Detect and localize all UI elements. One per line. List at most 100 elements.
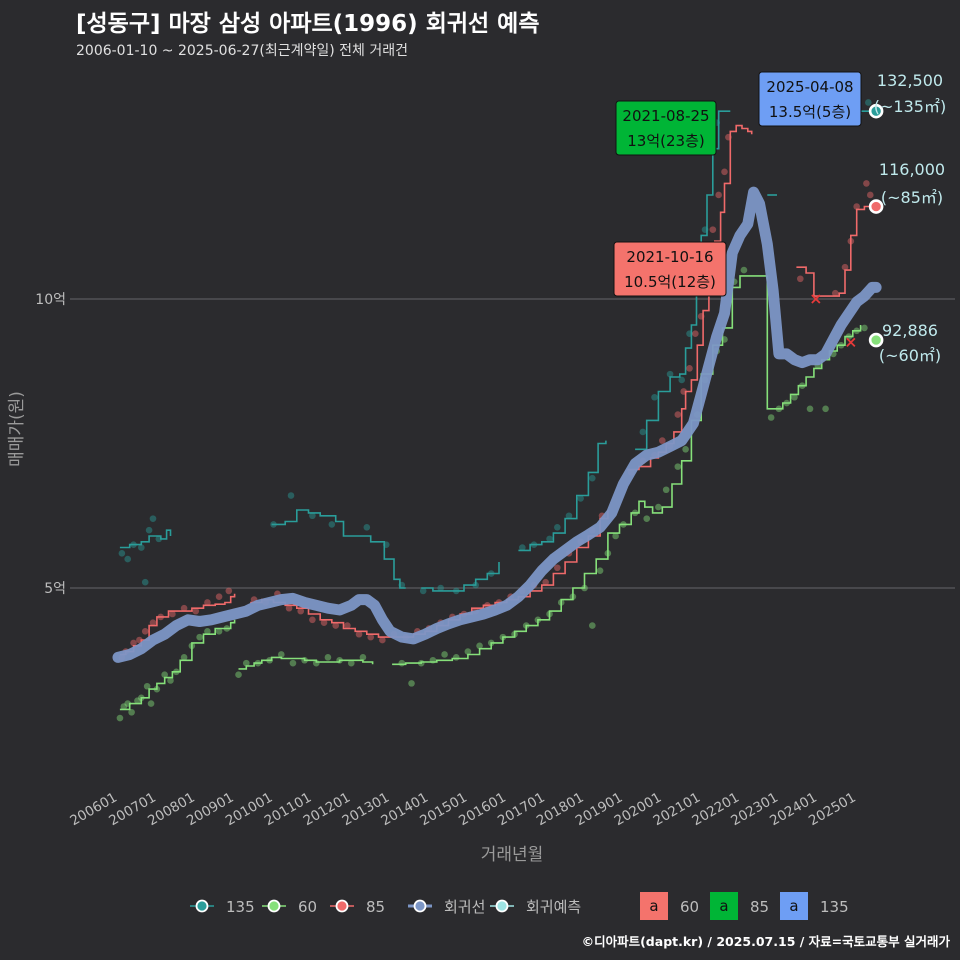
- scatter-point-s60: [235, 671, 242, 678]
- scatter-point-s60: [767, 414, 775, 421]
- scatter-point-s85: [344, 622, 351, 629]
- scatter-point-s60: [476, 642, 483, 650]
- scatter-point-s135: [686, 330, 693, 337]
- end-label-value: 92,886: [882, 321, 938, 340]
- scatter-point-s135: [419, 587, 427, 595]
- scatter-point-s60: [161, 671, 168, 678]
- scatter-point-s85: [320, 619, 328, 626]
- scatter-point-s85: [204, 599, 211, 606]
- scatter-point-s135: [287, 492, 295, 499]
- scatter-point-s135: [141, 578, 149, 586]
- legend-label: 85: [366, 898, 385, 916]
- legend-item-회귀예측: 회귀예측: [490, 898, 581, 916]
- scatter-point-s135: [363, 524, 371, 531]
- series-line-60: [119, 619, 236, 711]
- annotation-box-135: [758, 71, 862, 127]
- scatter-point-s60: [143, 682, 151, 690]
- scatter-point-s135: [639, 428, 647, 436]
- scatter-point-s60: [196, 633, 203, 641]
- legend: 135 60 85 회귀선 회귀예측 a 60 a 85 a 135: [190, 892, 849, 920]
- scatter-point-s135: [382, 541, 390, 548]
- scatter-point-s135: [546, 535, 553, 543]
- legend-fill-label: 60: [680, 898, 699, 916]
- scatter-point-s135: [149, 515, 157, 522]
- scatter-point-s85: [709, 226, 717, 233]
- scatter-point-s60: [138, 694, 145, 702]
- scatter-point-s135: [577, 495, 584, 502]
- scatter-point-s85: [215, 593, 223, 600]
- scatter-point-s60: [336, 656, 343, 664]
- scatter-point-s135: [472, 581, 479, 589]
- y-axis-title: 매매가(원): [7, 391, 27, 467]
- scatter-point-s60: [120, 703, 128, 710]
- x-axis-title: 거래년월: [481, 845, 544, 865]
- legend-fill-item-85: a 85: [710, 892, 769, 920]
- annotation-box-60: [613, 241, 727, 297]
- scatter-point-s85: [285, 604, 293, 612]
- x-marker: [811, 294, 821, 304]
- scatter-point-s60: [721, 336, 728, 343]
- scatter-point-s60: [783, 399, 790, 407]
- scatter-point-s60: [487, 639, 495, 647]
- scatter-point-s135: [487, 570, 495, 577]
- series-line-60: [392, 275, 862, 666]
- scatter-point-s85: [866, 191, 874, 199]
- scatter-point-s135: [398, 581, 406, 589]
- scatter-point-s60: [620, 521, 627, 528]
- scatter-point-s85: [697, 313, 705, 320]
- scatter-point-s60: [837, 341, 845, 349]
- scatter-point-s85: [192, 607, 200, 615]
- y-tick-label: 5억: [44, 581, 66, 597]
- scatter-point-s135: [530, 541, 538, 548]
- scatter-point-s60: [347, 659, 355, 667]
- scatter-point-s60: [359, 654, 367, 661]
- scatter-point-s60: [643, 515, 651, 522]
- scatter-point-s85: [542, 578, 549, 586]
- scatter-point-s85: [297, 607, 305, 615]
- scatter-point-s60: [398, 659, 406, 667]
- scatter-point-s85: [136, 636, 143, 644]
- legend-label: 135: [226, 898, 255, 916]
- legend-dot: [495, 899, 509, 913]
- legend-dot: [195, 899, 209, 913]
- series-line-85: [250, 510, 609, 638]
- scatter-point-s85: [725, 133, 732, 141]
- scatter-point-s60: [662, 486, 670, 494]
- scatter-point-s85: [141, 628, 149, 635]
- scatter-point-s60: [254, 659, 262, 667]
- scatter-point-s60: [589, 622, 596, 629]
- scatter-point-s60: [124, 700, 132, 707]
- scatter-point-s135: [138, 544, 145, 551]
- legend-swatch: [780, 892, 808, 920]
- x-marker: [846, 337, 856, 347]
- series-line-85: [796, 205, 875, 297]
- scatter-point-s135: [328, 521, 336, 528]
- series-line-135: [271, 509, 406, 589]
- prediction-marker-85: [868, 199, 884, 214]
- scatter-point-s60: [534, 616, 542, 624]
- legend-item-회귀선: 회귀선: [408, 898, 485, 916]
- scatter-point-s60: [612, 532, 619, 540]
- scatter-point-s60: [464, 648, 472, 655]
- scatter-point-s60: [180, 654, 188, 661]
- scatter-point-s85: [180, 604, 188, 612]
- scatter-point-s85: [554, 564, 561, 572]
- scatter-point-s135: [678, 376, 686, 384]
- scatter-point-s60: [557, 599, 565, 606]
- scatter-point-s60: [581, 584, 588, 592]
- axis-layer: 5억10억20060120070120080120090120100120110…: [35, 292, 858, 829]
- end-label-area: (~60㎡): [879, 346, 941, 365]
- legend-swatch-glyph: a: [789, 897, 798, 915]
- legend-item-60: 60: [262, 898, 317, 916]
- scatter-point-s60: [153, 685, 161, 693]
- marker-layer: [811, 103, 884, 348]
- scatter-point-s60: [223, 625, 231, 632]
- legend-fill-item-60: a 60: [640, 892, 699, 920]
- scatter-point-s60: [791, 393, 798, 401]
- scatter-point-s60: [301, 656, 308, 664]
- annotation-date: 2021-10-16: [626, 248, 713, 266]
- scatter-point-s85: [692, 330, 699, 337]
- scatter-point-s60: [277, 651, 285, 658]
- scatter-point-s135: [519, 544, 526, 551]
